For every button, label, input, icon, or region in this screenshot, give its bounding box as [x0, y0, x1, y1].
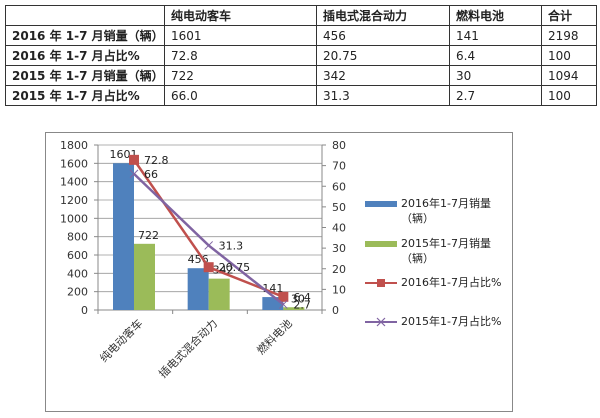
x-marker-icon	[278, 300, 288, 309]
legend-label: 2016年1-7月占比%	[401, 276, 502, 289]
table-row: 2015 年 1-7 月销量（辆） 722 342 30 1094	[5, 65, 597, 86]
table-cell: 1094	[541, 65, 597, 86]
bar	[208, 278, 230, 310]
left-axis-tick-label: 1600	[60, 157, 88, 170]
line-data-label: 2.7	[293, 298, 311, 311]
line-data-label: 6.4	[293, 291, 311, 304]
x-marker-icon	[129, 169, 139, 179]
bar	[283, 307, 305, 310]
line-data-label: 31.3	[219, 239, 244, 252]
left-axis-tick-label: 0	[81, 304, 88, 317]
left-axis-tick-label: 400	[67, 267, 88, 280]
right-axis-tick-label: 0	[332, 304, 339, 317]
right-axis-tick-label: 20	[332, 263, 346, 276]
square-marker-icon	[129, 154, 139, 165]
legend-line-square-marker-icon	[365, 279, 397, 287]
line-data-label: 20.75	[219, 261, 251, 274]
bar	[187, 268, 209, 310]
right-axis-tick-label: 70	[332, 160, 346, 173]
right-axis-tick-label: 50	[332, 201, 346, 214]
left-axis-tick-label: 600	[67, 249, 88, 262]
table-row: 2015 年 1-7 月占比% 66.0 31.3 2.7 100	[5, 85, 597, 106]
right-axis-tick-label: 80	[332, 139, 346, 152]
legend-label: 2015年1-7月销量（辆）	[401, 237, 491, 265]
left-axis-tick-label: 200	[67, 286, 88, 299]
square-marker-icon	[278, 291, 289, 302]
line-data-label: 72.8	[144, 154, 169, 167]
line-data-label: 66	[144, 168, 158, 181]
x-marker-icon	[204, 241, 214, 250]
right-axis-tick-label: 40	[332, 222, 346, 235]
category-label: 燃料电池	[254, 316, 295, 357]
right-axis-tick-label: 30	[332, 242, 346, 255]
left-axis-tick-label: 1200	[60, 194, 88, 207]
table-cell: 456	[316, 25, 450, 46]
bar	[113, 163, 134, 310]
row-label: 2016 年 1-7 月销量（辆）	[5, 25, 165, 46]
bar	[134, 243, 155, 310]
bar-data-label: 30	[291, 292, 305, 305]
category-label: 纯电动客车	[97, 316, 146, 365]
legend-swatch-blue-bar	[365, 201, 397, 207]
row-label: 2015 年 1-7 月销量（辆）	[5, 65, 165, 86]
square-marker-icon	[203, 262, 214, 273]
bar-data-label: 456	[188, 253, 209, 266]
left-axis-tick-label: 1800	[60, 139, 88, 152]
legend-line-x-marker-icon	[365, 317, 397, 327]
right-axis-tick-label: 60	[332, 180, 346, 193]
legend-label: 2016年1-7月销量（辆）	[401, 197, 491, 225]
left-axis-tick-label: 1400	[60, 176, 88, 189]
legend-label: 2015年1-7月占比%	[401, 315, 502, 328]
table-cell: 100	[541, 85, 597, 106]
table-row: 2016 年 1-7 月销量（辆） 1601 456 141 2198	[5, 25, 597, 46]
bar-data-label: 722	[138, 229, 159, 242]
sales-table: 纯电动客车 插电式混合动力 燃料电池 合计 2016 年 1-7 月销量（辆） …	[5, 5, 597, 106]
legend-swatch-green-bar	[365, 241, 397, 247]
row-label: 2015 年 1-7 月占比%	[5, 85, 165, 106]
table-cell: 20.75	[316, 45, 450, 66]
table-header-row: 纯电动客车 插电式混合动力 燃料电池 合计	[5, 5, 597, 26]
left-axis-tick-label: 800	[67, 231, 88, 244]
left-axis-tick-label: 1000	[60, 212, 88, 225]
category-label: 插电式混合动力	[156, 316, 220, 380]
header-cell-total: 合计	[541, 5, 597, 26]
table-cell: 2.7	[449, 85, 542, 106]
bar-data-label: 342	[213, 264, 234, 277]
table-cell: 100	[541, 45, 597, 66]
table-cell: 31.3	[316, 85, 450, 106]
right-axis-tick-label: 10	[332, 283, 346, 296]
table-cell: 66.0	[164, 85, 317, 106]
